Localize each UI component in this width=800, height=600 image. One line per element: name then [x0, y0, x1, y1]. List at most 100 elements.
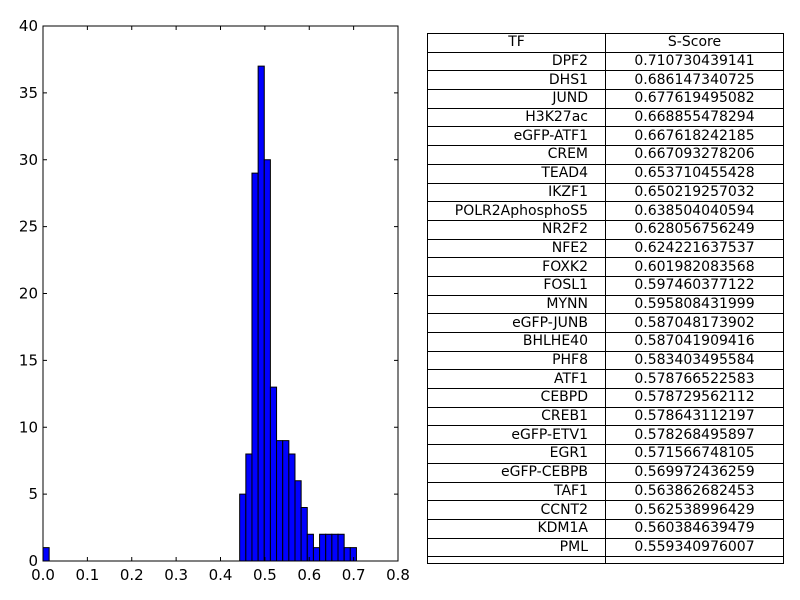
x-tick-label: 0.4: [209, 566, 233, 584]
s-score-cell: 0.650219257032: [605, 182, 784, 203]
s-score-cell: 0.667093278206: [605, 145, 784, 165]
tf-name-cell: ATF1: [427, 369, 606, 390]
table-row: CREM 0.667093278206: [427, 145, 784, 165]
y-tick-label: 10: [19, 418, 38, 436]
s-score-cell: 0.624221637537: [605, 238, 784, 259]
tf-name-cell: IKZF1: [427, 182, 606, 203]
histogram-bar-1: [239, 493, 247, 562]
empty-cell: [427, 556, 606, 565]
histogram-bars: [42, 65, 357, 562]
table-row: CEBPD 0.578729562112: [427, 388, 784, 408]
tf-name-cell: NR2F2: [427, 219, 606, 240]
y-tick-label: 15: [19, 351, 38, 369]
y-tick-label: 25: [19, 218, 38, 236]
y-tick-label: 0: [28, 552, 38, 570]
tf-name-cell: DPF2: [427, 51, 606, 72]
y-tick-label: 20: [19, 285, 38, 303]
x-tick-label: 0.5: [253, 566, 277, 584]
histogram-bar-10: [294, 480, 302, 562]
empty-cell: [605, 556, 784, 565]
s-score-cell: 0.667618242185: [605, 126, 784, 147]
s-score-cell: 0.578268495897: [605, 425, 784, 446]
histogram-bar-14: [319, 533, 327, 562]
table-row: FOXK2 0.601982083568: [427, 257, 784, 277]
x-tick-label: 0.8: [386, 566, 410, 584]
table-row: KDM1A 0.560384639479: [427, 518, 784, 539]
tf-name-cell: KDM1A: [427, 518, 606, 539]
table-row: ATF1 0.578766522583: [427, 369, 784, 390]
table-body: DPF2 0.710730439141 DHS1 0.686147340725 JUND…: [427, 51, 784, 565]
tf-name-cell: CREM: [427, 145, 606, 165]
histogram-bar-9: [288, 453, 296, 562]
tf-name-cell: EGR1: [427, 444, 606, 464]
table-row: POLR2AphosphoS5 0.638504040594: [427, 201, 784, 221]
tf-name-cell: TAF1: [427, 481, 606, 502]
table-row: DPF2 0.710730439141: [427, 51, 784, 72]
tf-name-cell: CREB1: [427, 406, 606, 427]
table-row: NFE2 0.624221637537: [427, 238, 784, 259]
s-score-cell: 0.578766522583: [605, 369, 784, 390]
table-row: eGFP-ETV1 0.578268495897: [427, 425, 784, 446]
s-score-cell: 0.559340976007: [605, 537, 784, 558]
s-score-cell: 0.587041909416: [605, 332, 784, 352]
s-score-cell: 0.563862682453: [605, 481, 784, 502]
table-row: TAF1 0.563862682453: [427, 481, 784, 502]
table-row: eGFP-ATF1 0.667618242185: [427, 126, 784, 147]
tf-name-cell: POLR2AphosphoS5: [427, 201, 606, 221]
tf-name-cell: eGFP-JUNB: [427, 313, 606, 333]
x-tick-label: 0.2: [120, 566, 144, 584]
histogram-bar-11: [300, 507, 308, 562]
x-tick-label: 0.3: [164, 566, 188, 584]
histogram-bar-8: [282, 440, 290, 562]
table-row: CREB1 0.578643112197: [427, 406, 784, 427]
tf-name-cell: eGFP-ATF1: [427, 126, 606, 147]
histogram-bar-16: [331, 533, 339, 562]
table-row: PHF8 0.583403495584: [427, 350, 784, 371]
y-tick-label: 30: [19, 151, 38, 169]
table-row: PML 0.559340976007: [427, 537, 784, 558]
y-tick-label: 40: [19, 17, 38, 35]
histogram-bar-17: [337, 533, 345, 562]
table-row: eGFP-CEBPB 0.569972436259: [427, 462, 784, 483]
tf-name-cell: JUND: [427, 89, 606, 109]
table-row: TEAD4 0.653710455428: [427, 163, 784, 184]
histogram-bar-5: [263, 159, 271, 562]
tf-name-cell: BHLHE40: [427, 332, 606, 352]
tf-name-cell: PHF8: [427, 350, 606, 371]
table-row: eGFP-JUNB 0.587048173902: [427, 313, 784, 333]
table-header-row: TF S-Score: [427, 33, 784, 53]
tf-name-cell: MYNN: [427, 294, 606, 315]
x-tick-label: 0.0: [31, 566, 55, 584]
tf-name-cell: NFE2: [427, 238, 606, 259]
table-row: NR2F2 0.628056756249: [427, 219, 784, 240]
histogram-bar-4: [257, 65, 265, 562]
tf-name-cell: CCNT2: [427, 500, 606, 520]
tf-name-cell: DHS1: [427, 70, 606, 91]
y-tick-label: 35: [19, 84, 38, 102]
histogram-bar-7: [276, 440, 284, 562]
s-score-cell: 0.595808431999: [605, 294, 784, 315]
x-tick-labels: 0.0 0.1 0.2 0.3 0.4 0.5 0.6 0.7 0.8: [31, 566, 410, 584]
s-score-cell: 0.677619495082: [605, 89, 784, 109]
s-score-cell: 0.562538996429: [605, 500, 784, 520]
histogram-bar-0: [42, 547, 50, 562]
histogram-bar-18: [343, 547, 351, 562]
table-row: EGR1 0.571566748105: [427, 444, 784, 464]
table-row: MYNN 0.595808431999: [427, 294, 784, 315]
tf-name-cell: FOSL1: [427, 275, 606, 296]
histogram-bar-12: [306, 533, 314, 562]
table-row: CCNT2 0.562538996429: [427, 500, 784, 520]
table-row: FOSL1 0.597460377122: [427, 275, 784, 296]
s-score-cell: 0.569972436259: [605, 462, 784, 483]
s-score-cell: 0.560384639479: [605, 518, 784, 539]
plot-frame: [42, 25, 399, 562]
tf-name-cell: eGFP-CEBPB: [427, 462, 606, 483]
histogram-bar-13: [312, 547, 321, 562]
s-score-cell: 0.653710455428: [605, 163, 784, 184]
histogram-bar-15: [325, 533, 333, 562]
histogram-bar-2: [245, 453, 253, 562]
x-tick-label: 0.1: [75, 566, 99, 584]
tf-name-cell: TEAD4: [427, 163, 606, 184]
s-score-cell: 0.601982083568: [605, 257, 784, 277]
